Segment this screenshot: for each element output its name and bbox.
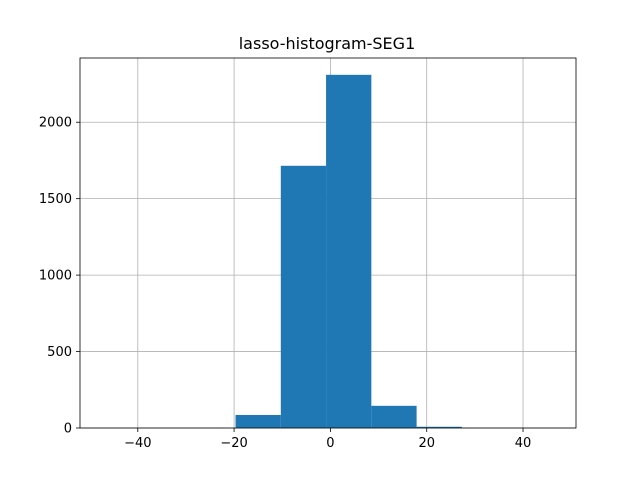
y-tick-label-1: 500	[47, 345, 72, 360]
histogram-bar-6	[371, 405, 417, 428]
x-tick-label-4: 40	[515, 436, 532, 451]
x-tick-label-1: −20	[220, 436, 247, 451]
plot-frame	[79, 57, 577, 429]
x-tick-label-3: 20	[418, 436, 435, 451]
y-tick-label-2: 1000	[39, 269, 72, 284]
y-tick-label-0: 0	[64, 422, 72, 437]
histogram-bars	[235, 74, 462, 429]
histogram-bar-5	[326, 74, 372, 429]
histogram-bar-7	[416, 426, 462, 428]
x-axis: −40 −20 0 20 40	[124, 428, 531, 451]
histogram-bar-4	[280, 165, 327, 429]
x-tick-label-0: −40	[124, 436, 151, 451]
y-tick-label-3: 1500	[39, 192, 72, 207]
histogram-bar-3	[235, 415, 281, 428]
x-tick-label-2: 0	[326, 436, 334, 451]
y-axis: 0 500 1000 1500 2000	[39, 116, 80, 437]
chart-title: lasso-histogram-SEG1	[239, 34, 416, 53]
y-tick-label-4: 2000	[39, 116, 72, 131]
